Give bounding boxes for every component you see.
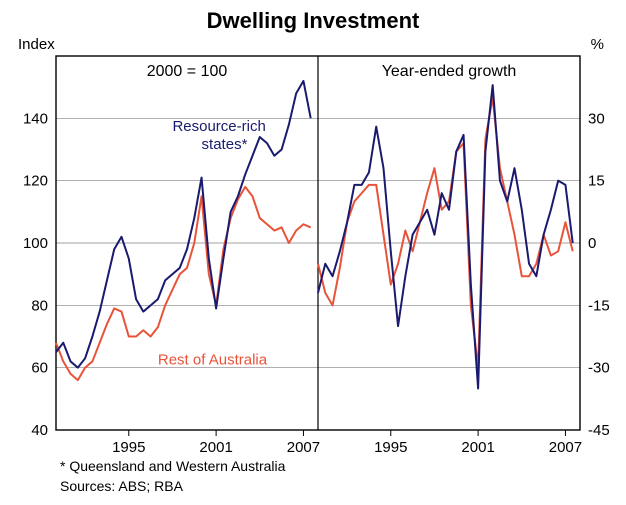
svg-text:-30: -30 xyxy=(588,360,610,377)
svg-text:Resource-richstates*: Resource-richstates* xyxy=(172,118,265,153)
svg-text:100: 100 xyxy=(23,235,48,252)
svg-text:Year-ended growth: Year-ended growth xyxy=(382,63,517,80)
svg-text:2007: 2007 xyxy=(287,439,320,456)
svg-text:Rest of Australia: Rest of Australia xyxy=(158,352,268,369)
svg-text:2000 = 100: 2000 = 100 xyxy=(147,63,228,80)
svg-text:80: 80 xyxy=(31,297,48,314)
svg-text:1995: 1995 xyxy=(112,439,145,456)
svg-text:30: 30 xyxy=(588,110,605,127)
svg-text:-45: -45 xyxy=(588,422,610,439)
svg-text:2001: 2001 xyxy=(199,439,232,456)
svg-text:15: 15 xyxy=(588,173,605,190)
svg-text:2007: 2007 xyxy=(549,439,582,456)
svg-text:140: 140 xyxy=(23,110,48,127)
svg-text:120: 120 xyxy=(23,173,48,190)
svg-text:0: 0 xyxy=(588,235,596,252)
svg-text:-15: -15 xyxy=(588,297,610,314)
plot-area: 1995 2001 2007 1995 2001 2007 40 60 80 100 120 140 -… xyxy=(0,0,626,505)
svg-text:60: 60 xyxy=(31,360,48,377)
svg-text:1995: 1995 xyxy=(374,439,407,456)
svg-text:2001: 2001 xyxy=(461,439,494,456)
sources: Sources: ABS; RBA xyxy=(60,478,183,494)
svg-text:40: 40 xyxy=(31,422,48,439)
footnote: * Queensland and Western Australia xyxy=(60,458,285,474)
chart-container: Dwelling Investment Index % 199520012007… xyxy=(0,0,626,505)
